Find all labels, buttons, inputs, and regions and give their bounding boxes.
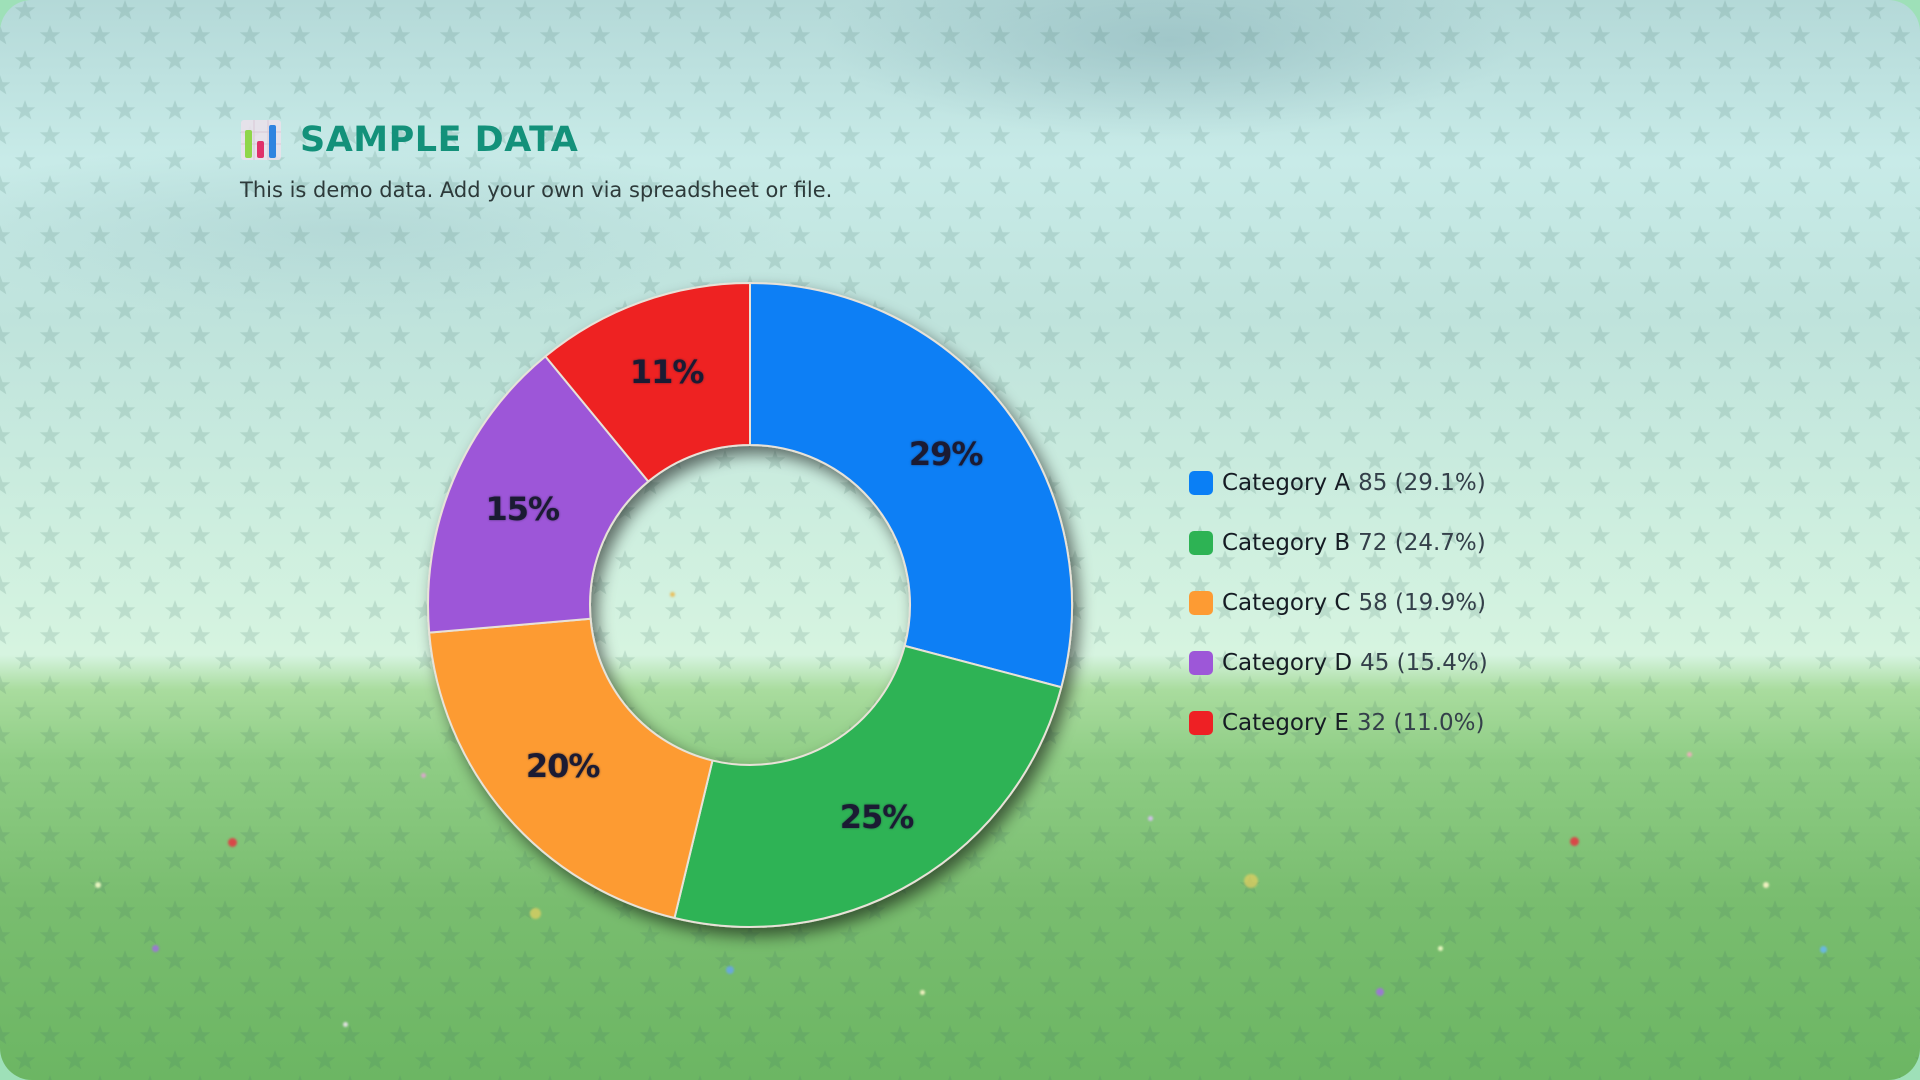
confetti-dot bbox=[920, 990, 925, 995]
legend-label: Category E bbox=[1222, 710, 1349, 736]
legend-item-e[interactable]: Category E 32 (11.0%) bbox=[1189, 708, 1488, 738]
slice-label-a: 29% bbox=[908, 435, 984, 474]
legend-item-b[interactable]: Category B 72 (24.7%) bbox=[1189, 528, 1488, 558]
confetti-dot bbox=[1438, 946, 1443, 951]
chart-title: SAMPLE DATA bbox=[300, 120, 579, 160]
legend-item-c[interactable]: Category C 58 (19.9%) bbox=[1189, 588, 1488, 618]
confetti-dot bbox=[152, 945, 159, 952]
legend-swatch bbox=[1189, 591, 1213, 615]
legend-item-a[interactable]: Category A 85 (29.1%) bbox=[1189, 468, 1488, 498]
confetti-dot bbox=[421, 773, 426, 778]
legend-swatch bbox=[1189, 471, 1213, 495]
legend-value: 85 (29.1%) bbox=[1358, 470, 1486, 496]
confetti-dot bbox=[228, 838, 237, 847]
confetti-dot bbox=[530, 908, 541, 919]
legend-label: Category B bbox=[1222, 530, 1351, 556]
donut-slice-e[interactable] bbox=[544, 282, 751, 483]
legend-value: 45 (15.4%) bbox=[1360, 650, 1488, 676]
donut-slice-a[interactable] bbox=[749, 282, 1073, 689]
donut-slice-c[interactable] bbox=[428, 617, 714, 920]
slice-label-c: 20% bbox=[525, 747, 601, 786]
legend-value: 58 (19.9%) bbox=[1358, 590, 1487, 616]
confetti-dot bbox=[1148, 816, 1153, 821]
confetti-dot bbox=[726, 966, 734, 974]
confetti-dot bbox=[1687, 752, 1692, 757]
confetti-dot bbox=[1763, 882, 1769, 888]
slice-label-d: 15% bbox=[485, 490, 561, 529]
chart-header: SAMPLE DATA bbox=[240, 118, 578, 162]
legend-value: 72 (24.7%) bbox=[1358, 530, 1486, 556]
legend-value: 32 (11.0%) bbox=[1356, 710, 1485, 736]
chart-subtitle: This is demo data. Add your own via spre… bbox=[240, 178, 833, 202]
bar-chart-icon bbox=[241, 120, 281, 160]
legend-swatch bbox=[1189, 651, 1213, 675]
confetti-dot bbox=[1570, 837, 1579, 846]
chart-legend: Category A 85 (29.1%) Category B 72 (24.… bbox=[1189, 468, 1488, 768]
confetti-dot bbox=[670, 592, 675, 597]
legend-label: Category D bbox=[1222, 650, 1353, 676]
confetti-dot bbox=[1244, 874, 1258, 888]
legend-swatch bbox=[1189, 711, 1213, 735]
slice-label-e: 11% bbox=[629, 353, 705, 392]
confetti-dot bbox=[1376, 988, 1384, 996]
donut-slice-d[interactable] bbox=[427, 355, 650, 634]
legend-swatch bbox=[1189, 531, 1213, 555]
legend-label: Category A bbox=[1222, 470, 1351, 496]
confetti-dot bbox=[343, 1022, 348, 1027]
legend-item-d[interactable]: Category D 45 (15.4%) bbox=[1189, 648, 1488, 678]
donut-slice-b[interactable] bbox=[673, 644, 1063, 928]
confetti-dot bbox=[1820, 946, 1827, 953]
slice-label-b: 25% bbox=[839, 798, 915, 837]
confetti-dot bbox=[95, 882, 101, 888]
legend-label: Category C bbox=[1222, 590, 1351, 616]
